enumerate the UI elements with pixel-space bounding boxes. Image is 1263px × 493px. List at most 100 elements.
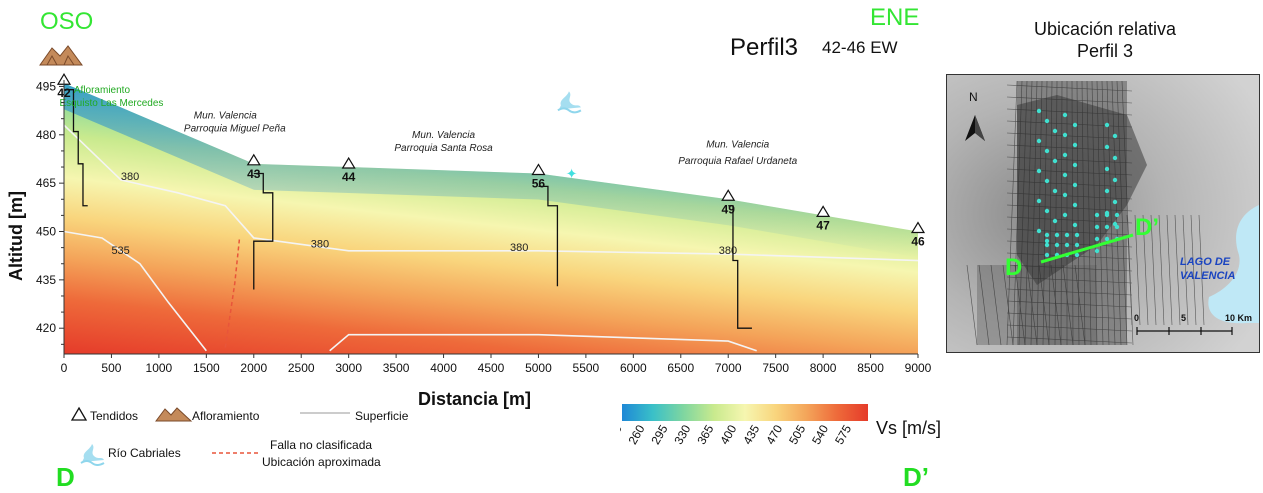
annotation-5: Parroquia Santa Rosa: [394, 143, 493, 154]
legend-falla-1: Falla no clasificada: [270, 438, 373, 452]
map-title-line-1: Ubicación relativa: [1033, 19, 1177, 39]
x-tick-label-7000: 7000: [715, 361, 742, 375]
x-tick-label-6000: 6000: [620, 361, 647, 375]
chart-subtitle: 42-46 EW: [822, 38, 898, 57]
map-scale-bar: [1136, 327, 1233, 335]
vs-profile-3: [728, 205, 752, 329]
colorbar: 225 260 295 330 365 400 435 470 505 540 575: [620, 404, 868, 447]
north-arrow-icon: [965, 115, 985, 141]
lake: [1208, 205, 1259, 324]
legend-rio: Río Cabriales: [108, 446, 181, 460]
contour-label-0: 380: [121, 171, 139, 183]
x-tick-label-3000: 3000: [335, 361, 362, 375]
legend-falla-2: Ubicación aproximada: [262, 455, 381, 469]
contour-2: [329, 333, 757, 352]
colorbar-tick-295: 295: [648, 422, 670, 447]
contour-1: [63, 230, 207, 352]
x-tick-label-6500: 6500: [667, 361, 694, 375]
x-tick-label-2500: 2500: [288, 361, 315, 375]
tendido-label-47: 47: [816, 218, 830, 232]
x-tick-label-2000: 2000: [240, 361, 267, 375]
annotation-7: Parroquia Rafael Urdaneta: [678, 156, 797, 167]
annotation-3: Parroquia Miguel Peña: [184, 124, 286, 135]
y-tick-label-435: 435: [36, 273, 56, 287]
tendido-label-43: 43: [247, 167, 261, 181]
vs-profile-1: [253, 172, 274, 290]
y-tick-label-450: 450: [36, 225, 56, 239]
x-tick-label-4000: 4000: [430, 361, 457, 375]
colorbar-tick-435: 435: [740, 422, 762, 447]
scale-label-0: 0: [1134, 313, 1139, 323]
scale-label-10: 10 Km: [1225, 313, 1252, 323]
annotation-1: Esquisto Las Mercedes: [59, 98, 163, 109]
contour-label-2: 380: [311, 239, 329, 251]
outcrop-legend-icon: [155, 407, 193, 422]
x-tick-label-4500: 4500: [478, 361, 505, 375]
contour-0: [63, 124, 919, 262]
colorbar-tick-365: 365: [694, 422, 716, 447]
tendido-marker-46: [910, 221, 926, 234]
tendido-marker-47: [816, 205, 831, 217]
map-point-d2: D’: [1135, 214, 1159, 241]
colorbar-tick-330: 330: [671, 422, 693, 447]
y-axis-label: Altitud [m]: [6, 191, 26, 281]
colorbar-label: Vs [m/s]: [876, 418, 942, 438]
x-tick-label-0: 0: [61, 361, 68, 375]
colorbar-tick-470: 470: [763, 422, 785, 447]
legend-afloramiento: Afloramiento: [192, 409, 260, 423]
x-tick-label-3500: 3500: [383, 361, 410, 375]
outcrop-icon: [39, 45, 83, 66]
contour-label-3: 380: [510, 242, 528, 254]
river-marker-icon: [557, 91, 582, 114]
annotation-2: Mun. Valencia: [194, 111, 257, 122]
tendido-marker-49: [721, 189, 736, 201]
annotation-6: Mun. Valencia: [706, 140, 769, 151]
east-direction-label: ENE: [870, 4, 920, 31]
y-tick-label-480: 480: [36, 128, 56, 142]
contour-label-4: 380: [719, 245, 737, 257]
section-end-right: D’: [903, 462, 929, 492]
x-tick-label-7500: 7500: [762, 361, 789, 375]
location-map-graphic: LAGO DE VALENCIA D D’ N 0 5 10 Km: [947, 75, 1259, 352]
map-title: Ubicación relativa Perfil 3: [985, 18, 1225, 62]
x-tick-label-8000: 8000: [810, 361, 837, 375]
x-tick-label-1500: 1500: [193, 361, 220, 375]
chart-title: Perfil3: [730, 34, 799, 61]
velocity-section: [64, 83, 918, 355]
fault-legend-line: [212, 452, 258, 454]
x-tick-label-1000: 1000: [146, 361, 173, 375]
y-tick-label-420: 420: [36, 321, 56, 335]
annotation-0: Afloramiento: [74, 85, 131, 96]
tendido-marker-56: [531, 163, 546, 176]
contour-label-1: 535: [111, 245, 129, 257]
west-direction-label: OSO: [40, 8, 94, 35]
colorbar-tick-575: 575: [832, 422, 854, 447]
colorbar-tick-540: 540: [809, 422, 831, 447]
x-axis-label: Distancia [m]: [418, 389, 532, 409]
annotation-4: Mun. Valencia: [412, 130, 475, 141]
legend-superficie: Superficie: [355, 409, 409, 423]
scale-label-5: 5: [1181, 313, 1186, 323]
tendido-marker-43: [246, 153, 261, 166]
legend-tendidos: Tendidos: [90, 409, 139, 423]
colorbar-tick-505: 505: [786, 422, 808, 447]
tendido-label-44: 44: [342, 170, 356, 184]
section-end-left: D: [56, 462, 75, 492]
x-tick-label-8500: 8500: [857, 361, 884, 375]
location-map: LAGO DE VALENCIA D D’ N 0 5 10 Km: [946, 74, 1260, 353]
colorbar-gradient: [622, 404, 868, 421]
lake-label-2: VALENCIA: [1180, 270, 1235, 282]
x-tick-label-5000: 5000: [525, 361, 552, 375]
map-title-line-2: Perfil 3: [1076, 41, 1134, 61]
tendido-label-56: 56: [532, 176, 546, 190]
tendido-label-46: 46: [911, 235, 925, 249]
north-label: N: [969, 90, 978, 104]
near-surface-low-velocity: [64, 83, 918, 258]
tendido-marker-44: [341, 156, 356, 169]
vs-profile-2: [538, 185, 559, 287]
tendido-legend-icon: [70, 406, 88, 421]
map-point-d: D: [1005, 254, 1022, 281]
tendido-label-49: 49: [722, 202, 736, 216]
x-tick-label-9000: 9000: [905, 361, 932, 375]
